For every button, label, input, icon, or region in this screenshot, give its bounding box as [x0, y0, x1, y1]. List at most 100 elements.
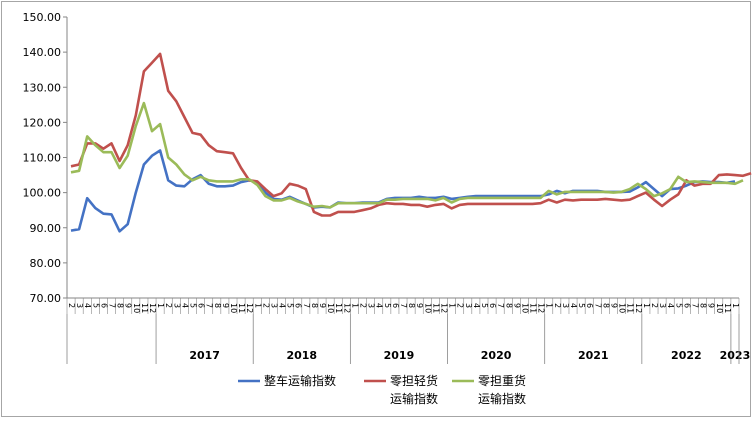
x-month-label: 11 — [529, 303, 538, 313]
x-month-label: 9 — [221, 303, 230, 308]
x-year-label: 2021 — [578, 349, 609, 362]
line-chart: 70.00 80.00 90.00 100.00 110.00 120.00 130.00 1… — [23, 11, 752, 406]
x-month-label: 12 — [342, 303, 351, 313]
x-month-label: 10 — [423, 303, 432, 313]
x-month-label: 5 — [674, 303, 683, 308]
x-month-label: 12 — [439, 303, 448, 313]
x-month-label: 2 — [67, 303, 76, 308]
x-month-label: 3 — [658, 303, 667, 308]
x-year-label: 2023 — [720, 349, 751, 362]
x-month-label: 10 — [618, 303, 627, 313]
x-month-label: 7 — [205, 303, 214, 308]
x-year-label: 2017 — [189, 349, 220, 362]
x-month-label: 1 — [545, 303, 554, 308]
x-month-label: 5 — [577, 303, 586, 308]
x-month-label: 4 — [83, 303, 92, 308]
series-lines — [70, 52, 752, 233]
x-month-label: 6 — [585, 303, 594, 308]
x-month-label: 3 — [172, 303, 181, 308]
x-month-label: 1 — [253, 303, 262, 308]
x-month-label: 6 — [488, 303, 497, 308]
x-month-label: 1 — [731, 303, 740, 308]
x-month-label: 8 — [310, 303, 319, 308]
x-month-label: 2 — [359, 303, 368, 308]
x-month-label: 12 — [245, 303, 254, 313]
x-month-label: 12 — [148, 303, 157, 313]
x-month-label: 1 — [156, 303, 165, 308]
x-month-label: 3 — [561, 303, 570, 308]
x-month-label: 2 — [650, 303, 659, 308]
x-month-label: 3 — [367, 303, 376, 308]
y-tick-label: 110.00 — [23, 152, 62, 165]
x-month-label: 1 — [350, 303, 359, 308]
y-tick-label: 120.00 — [23, 116, 62, 129]
x-month-label: 10 — [132, 303, 141, 313]
x-month-label: 10 — [229, 303, 238, 313]
x-month-label: 2 — [164, 303, 173, 308]
x-month-label: 7 — [593, 303, 602, 308]
x-month-label: 7 — [108, 303, 117, 308]
x-month-label: 8 — [601, 303, 610, 308]
x-month-label: 3 — [464, 303, 473, 308]
x-month-label: 4 — [472, 303, 481, 308]
x-month-label: 7 — [690, 303, 699, 308]
x-year-label: 2022 — [671, 349, 702, 362]
x-month-label: 8 — [407, 303, 416, 308]
y-tick-label: 70.00 — [30, 292, 62, 305]
x-month-label: 9 — [124, 303, 133, 308]
x-axis-labels: 2 3 4 5 6 7 8 9 10 11 12 1 2 3 4 5 6 7 8 9 10 11 12 1 2 3 4 5 6 7 8 9 10… — [66, 298, 751, 364]
x-month-label: 6 — [99, 303, 108, 308]
x-month-label: 2 — [261, 303, 270, 308]
x-month-label: 11 — [237, 303, 246, 313]
x-month-label: 11 — [431, 303, 440, 313]
x-month-label: 3 — [269, 303, 278, 308]
x-month-label: 9 — [415, 303, 424, 308]
x-year-label: 2019 — [384, 349, 415, 362]
x-month-label: 1 — [642, 303, 651, 308]
x-month-label: 2 — [553, 303, 562, 308]
x-month-label: 5 — [91, 303, 100, 308]
x-month-label: 5 — [480, 303, 489, 308]
series-line-3 — [70, 101, 744, 209]
x-month-label: 6 — [682, 303, 691, 308]
x-month-label: 4 — [278, 303, 287, 308]
x-month-label: 10 — [715, 303, 724, 313]
x-month-label: 8 — [699, 303, 708, 308]
x-month-label: 10 — [520, 303, 529, 313]
x-month-label: 11 — [334, 303, 343, 313]
series-line-2 — [70, 52, 752, 217]
x-month-label: 11 — [140, 303, 149, 313]
x-month-label: 4 — [180, 303, 189, 308]
x-month-label: 11 — [626, 303, 635, 313]
x-month-label: 5 — [383, 303, 392, 308]
y-tick-label: 140.00 — [23, 46, 62, 59]
y-tick-label: 150.00 — [23, 11, 62, 24]
y-axis-ticks: 70.00 80.00 90.00 100.00 110.00 120.00 130.00 1… — [23, 11, 67, 305]
x-month-label: 9 — [707, 303, 716, 308]
x-month-label: 8 — [504, 303, 513, 308]
x-month-label: 9 — [610, 303, 619, 308]
x-month-label: 6 — [197, 303, 206, 308]
x-month-label: 5 — [188, 303, 197, 308]
x-year-label: 2018 — [286, 349, 317, 362]
legend-label: 零担轻货运输指数 — [390, 373, 438, 406]
x-month-label: 8 — [116, 303, 125, 308]
x-month-label: 7 — [496, 303, 505, 308]
x-month-label: 6 — [391, 303, 400, 308]
x-month-label: 7 — [399, 303, 408, 308]
x-month-label: 5 — [286, 303, 295, 308]
legend: 整车运输指数 零担轻货运输指数 零担重货运输指数 — [238, 373, 526, 406]
x-month-label: 6 — [294, 303, 303, 308]
x-month-label: 7 — [302, 303, 311, 308]
x-month-label: 9 — [512, 303, 521, 308]
series-line-1 — [70, 149, 736, 233]
x-month-label: 8 — [213, 303, 222, 308]
x-month-label: 4 — [666, 303, 675, 308]
y-tick-label: 100.00 — [23, 187, 62, 200]
legend-label: 整车运输指数 — [264, 373, 336, 388]
x-month-label: 4 — [375, 303, 384, 308]
x-month-label: 10 — [326, 303, 335, 313]
x-month-label: 4 — [569, 303, 578, 308]
y-tick-label: 130.00 — [23, 81, 62, 94]
x-month-label: 12 — [537, 303, 546, 313]
